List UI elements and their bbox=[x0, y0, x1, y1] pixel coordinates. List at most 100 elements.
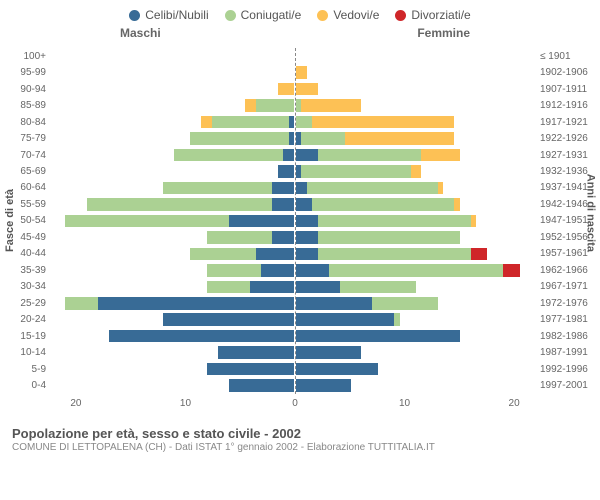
birth-year-label: 1982-1986 bbox=[536, 331, 592, 342]
male-bar bbox=[54, 377, 295, 393]
female-bar bbox=[295, 377, 536, 393]
bar-segment bbox=[411, 165, 422, 178]
bar-segment bbox=[207, 264, 262, 277]
birth-year-label: 1962-1966 bbox=[536, 265, 592, 276]
age-label: 95-99 bbox=[8, 67, 50, 78]
footer: Popolazione per età, sesso e stato civil… bbox=[0, 422, 600, 453]
bar-segment bbox=[312, 116, 454, 129]
header-female: Femmine bbox=[417, 26, 470, 40]
birth-year-label: 1917-1921 bbox=[536, 117, 592, 128]
male-bar bbox=[54, 246, 295, 262]
female-bar bbox=[295, 97, 536, 113]
female-bar bbox=[295, 262, 536, 278]
bar-segment bbox=[296, 297, 372, 310]
bar-segment bbox=[301, 132, 345, 145]
bar-segment bbox=[207, 363, 294, 376]
age-label: 80-84 bbox=[8, 117, 50, 128]
bar-segment bbox=[296, 198, 312, 211]
male-bar bbox=[54, 312, 295, 328]
legend-swatch bbox=[395, 10, 406, 21]
bar-segment bbox=[471, 215, 476, 228]
x-axis-tick: 20 bbox=[509, 398, 520, 409]
legend-swatch bbox=[129, 10, 140, 21]
bar-segment bbox=[345, 132, 454, 145]
bar-segment bbox=[250, 281, 294, 294]
birth-year-label: 1942-1946 bbox=[536, 199, 592, 210]
chart-area: Fasce di età Anni di nascita 100+≤ 19019… bbox=[8, 42, 592, 422]
female-bar bbox=[295, 130, 536, 146]
bar-segment bbox=[296, 83, 318, 96]
age-label: 0-4 bbox=[8, 380, 50, 391]
bar-segment bbox=[296, 313, 394, 326]
birth-year-label: 1997-2001 bbox=[536, 380, 592, 391]
female-bar bbox=[295, 48, 536, 64]
bar-segment bbox=[201, 116, 212, 129]
age-label: 10-14 bbox=[8, 347, 50, 358]
female-bar bbox=[295, 344, 536, 360]
bar-segment bbox=[256, 99, 294, 112]
birth-year-label: 1987-1991 bbox=[536, 347, 592, 358]
male-bar bbox=[54, 81, 295, 97]
x-axis-tick: 0 bbox=[292, 398, 298, 409]
age-label: 100+ bbox=[8, 51, 50, 62]
legend-label: Coniugati/e bbox=[241, 8, 302, 22]
male-bar bbox=[54, 229, 295, 245]
x-axis-tick: 10 bbox=[399, 398, 410, 409]
bar-segment bbox=[296, 182, 307, 195]
male-bar bbox=[54, 64, 295, 80]
bar-segment bbox=[190, 132, 288, 145]
bar-segment bbox=[503, 264, 519, 277]
bar-segment bbox=[296, 379, 351, 392]
bar-segment bbox=[296, 248, 318, 261]
female-bar bbox=[295, 81, 536, 97]
bar-segment bbox=[278, 83, 294, 96]
header-male: Maschi bbox=[120, 26, 161, 40]
bar-segment bbox=[272, 198, 294, 211]
female-bar bbox=[295, 328, 536, 344]
female-bar bbox=[295, 64, 536, 80]
birth-year-label: 1922-1926 bbox=[536, 133, 592, 144]
bar-segment bbox=[307, 182, 438, 195]
female-bar bbox=[295, 361, 536, 377]
bar-segment bbox=[372, 297, 437, 310]
bar-segment bbox=[212, 116, 288, 129]
bar-segment bbox=[296, 116, 312, 129]
bar-segment bbox=[109, 330, 294, 343]
bar-segment bbox=[318, 215, 471, 228]
legend-item: Divorziati/e bbox=[395, 8, 470, 22]
bar-segment bbox=[438, 182, 443, 195]
male-bar bbox=[54, 48, 295, 64]
bar-segment bbox=[218, 346, 294, 359]
bar-segment bbox=[190, 248, 255, 261]
female-bar bbox=[295, 213, 536, 229]
male-bar bbox=[54, 262, 295, 278]
age-label: 35-39 bbox=[8, 265, 50, 276]
age-label: 90-94 bbox=[8, 84, 50, 95]
bar-segment bbox=[394, 313, 399, 326]
age-label: 60-64 bbox=[8, 182, 50, 193]
bar-segment bbox=[65, 215, 229, 228]
bar-segment bbox=[87, 198, 272, 211]
bar-segment bbox=[421, 149, 459, 162]
bar-segment bbox=[318, 149, 422, 162]
legend-item: Celibi/Nubili bbox=[129, 8, 208, 22]
female-bar bbox=[295, 147, 536, 163]
male-bar bbox=[54, 196, 295, 212]
bar-segment bbox=[261, 264, 294, 277]
male-bar bbox=[54, 344, 295, 360]
age-label: 25-29 bbox=[8, 298, 50, 309]
bar-segment bbox=[229, 379, 294, 392]
female-bar bbox=[295, 114, 536, 130]
age-label: 30-34 bbox=[8, 281, 50, 292]
age-label: 40-44 bbox=[8, 248, 50, 259]
bar-segment bbox=[207, 231, 272, 244]
bar-segment bbox=[245, 99, 256, 112]
female-bar bbox=[295, 196, 536, 212]
age-label: 75-79 bbox=[8, 133, 50, 144]
bar-segment bbox=[163, 313, 294, 326]
bar-segment bbox=[65, 297, 98, 310]
bar-segment bbox=[312, 198, 454, 211]
legend-swatch bbox=[225, 10, 236, 21]
female-bar bbox=[295, 180, 536, 196]
bar-segment bbox=[278, 165, 294, 178]
